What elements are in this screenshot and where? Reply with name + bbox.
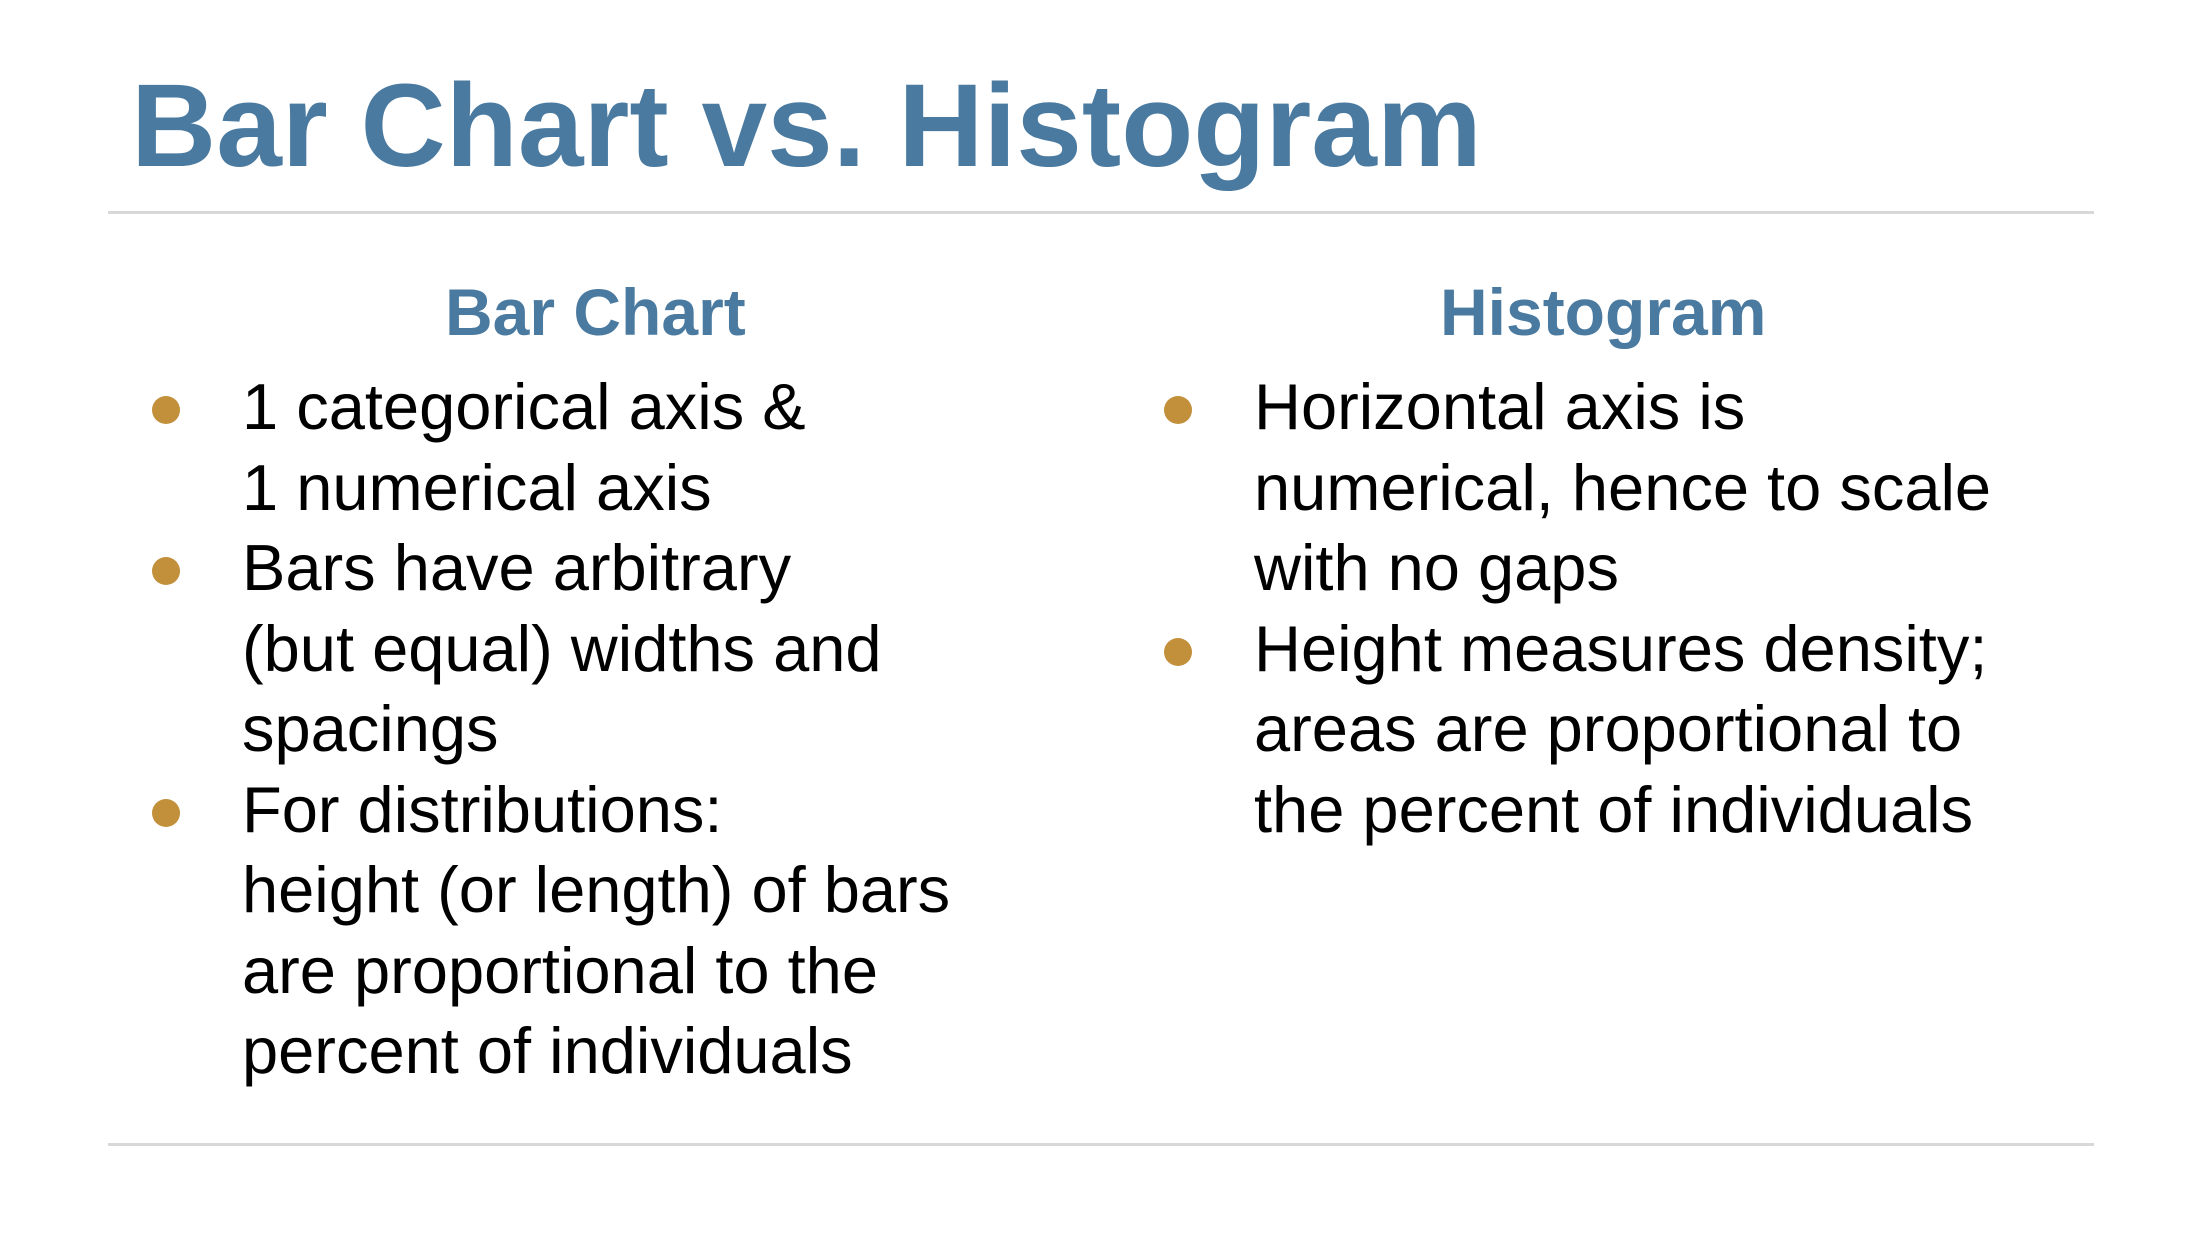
bullet-line: (but equal) widths and bbox=[242, 611, 882, 685]
footer-divider bbox=[108, 1143, 2094, 1146]
bullet-line: Height measures density; bbox=[1254, 611, 1988, 685]
bullet-line: Horizontal axis is bbox=[1254, 370, 1746, 443]
bullet-line: areas are proportional to bbox=[1254, 692, 1963, 765]
bullet-line: are proportional to the bbox=[242, 933, 878, 1007]
bullet-line: 1 categorical axis & bbox=[242, 370, 806, 443]
histogram-heading: Histogram bbox=[1440, 275, 1767, 349]
slide-title: Bar Chart vs. Histogram bbox=[131, 60, 1482, 192]
bullet-line: percent of individuals bbox=[242, 1014, 853, 1087]
bullet-item: Bars have arbitrary (but equal) widths a… bbox=[138, 528, 950, 770]
bar-chart-heading: Bar Chart bbox=[445, 275, 746, 349]
bullet-dot-icon bbox=[152, 396, 180, 424]
bullet-item: 1 categorical axis & 1 numerical axis bbox=[138, 367, 950, 528]
bullet-dot-icon bbox=[152, 557, 180, 585]
bullet-line: the percent of individuals bbox=[1254, 772, 1974, 846]
bullet-dot-icon bbox=[1164, 396, 1192, 424]
bullet-line: numerical, hence to scale bbox=[1254, 450, 1992, 524]
bullet-line: Bars have arbitrary bbox=[242, 531, 792, 604]
bar-chart-bullet-list: 1 categorical axis & 1 numerical axis Ba… bbox=[138, 367, 950, 1092]
histogram-bullet-list: Horizontal axis is numerical, hence to s… bbox=[1150, 367, 1991, 850]
bullet-line: For distributions: bbox=[242, 772, 723, 846]
bullet-dot-icon bbox=[1164, 637, 1192, 666]
bullet-item: Horizontal axis is numerical, hence to s… bbox=[1150, 367, 1991, 609]
bullet-line: with no gaps bbox=[1254, 531, 1619, 604]
bullet-item: For distributions: height (or length) of… bbox=[138, 770, 950, 1092]
bullet-line: 1 numerical axis bbox=[242, 450, 712, 524]
bullet-dot-icon bbox=[152, 798, 180, 827]
title-divider bbox=[108, 211, 2094, 214]
bullet-item: Height measures density; areas are propo… bbox=[1150, 609, 1991, 851]
bullet-line: spacings bbox=[242, 692, 499, 765]
bullet-line: height (or length) of bars bbox=[242, 853, 951, 926]
